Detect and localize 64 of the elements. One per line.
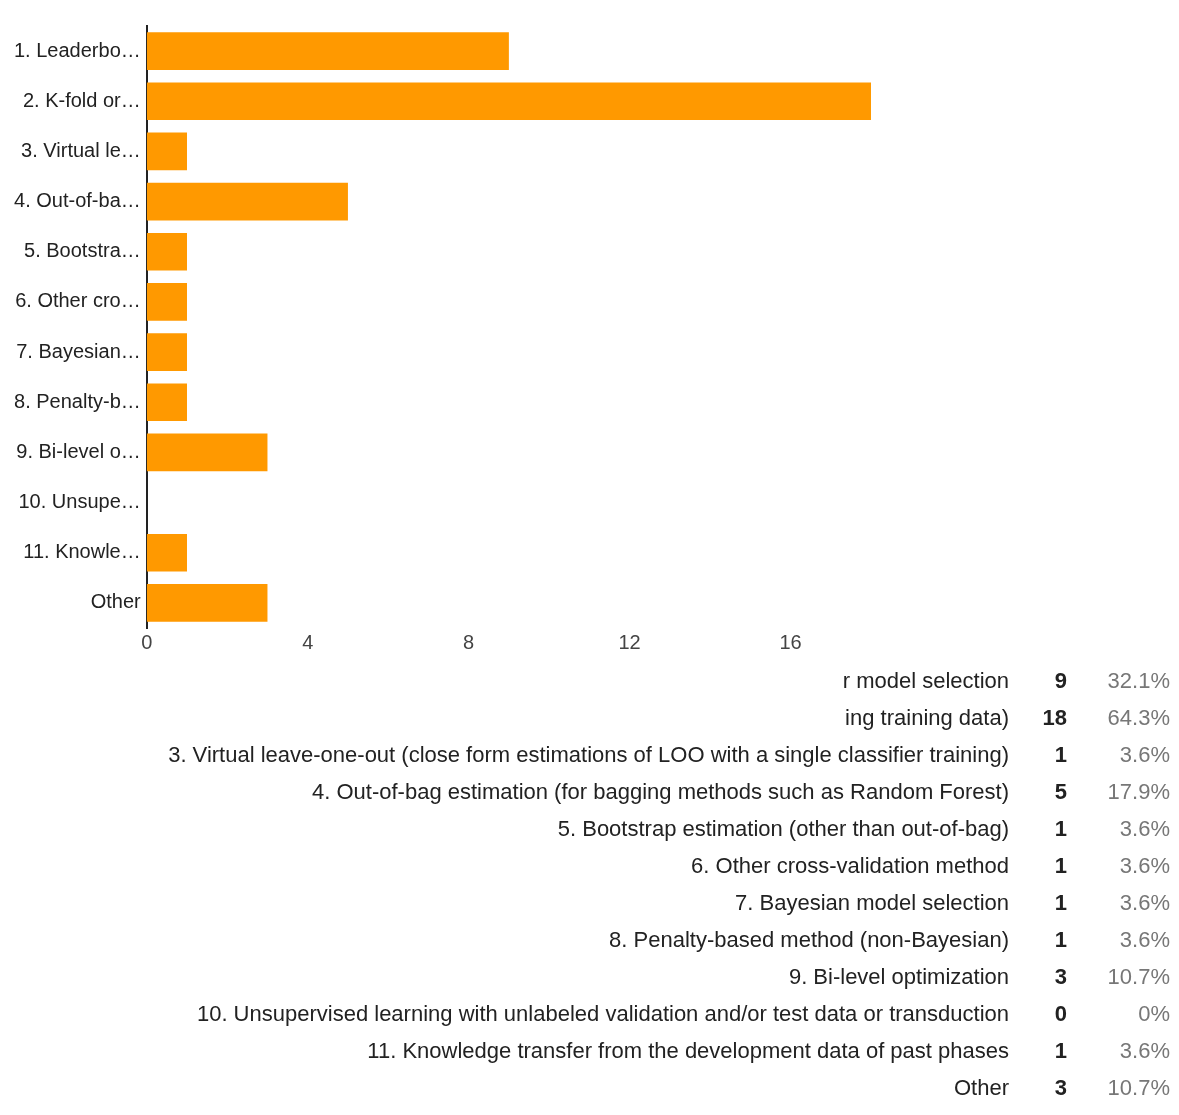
text: 5. Bootstrap estimation (other than out-of-bag): [557, 815, 1009, 841]
x-tick-label: 4: [302, 630, 314, 653]
x-tick-label: 8: [463, 630, 475, 653]
text: 0%: [1138, 1000, 1170, 1026]
bar: [146, 232, 187, 271]
y-tick-label: 5. Bootstra…: [24, 239, 141, 262]
y-tick-label: 6. Other cro…: [15, 289, 141, 312]
text: 17.9%: [1107, 778, 1170, 804]
text: 1: [1054, 741, 1067, 767]
text: 9: [1054, 667, 1067, 693]
text: 9. Bi-level optimization: [788, 963, 1009, 989]
text: Other: [953, 1074, 1009, 1100]
bar: [146, 182, 348, 221]
y-tick-label: 11. Knowle…: [23, 540, 141, 563]
x-tick-label: 16: [779, 630, 802, 653]
text: 3.6%: [1119, 852, 1170, 878]
text: 4. Out-of-bag estimation (for bagging methods such as Random Forest): [311, 778, 1009, 804]
bar: [146, 383, 187, 422]
text: 1: [1054, 1037, 1067, 1063]
y-tick-label: 9. Bi-level o…: [16, 439, 141, 462]
bar: [146, 533, 187, 572]
text: 18: [1042, 704, 1067, 730]
text: 3.6%: [1119, 926, 1170, 952]
bar: [146, 333, 187, 371]
text: 3.6%: [1119, 815, 1170, 841]
text: 3: [1054, 963, 1067, 989]
text: 1: [1054, 815, 1067, 841]
text: 10.7%: [1107, 1074, 1170, 1100]
x-tick-label: 0: [141, 630, 153, 653]
bar: [146, 82, 871, 121]
text: 64.3%: [1107, 704, 1170, 730]
bar: [146, 433, 268, 472]
bar: [146, 283, 187, 321]
text: 7. Bayesian model selection: [735, 889, 1009, 915]
bar: [146, 584, 268, 622]
text: r model selection: [842, 667, 1009, 693]
text: 0: [1054, 1000, 1067, 1026]
y-tick-label: Other: [90, 590, 142, 613]
x-tick-label: 12: [618, 630, 641, 653]
text: 32.1%: [1107, 667, 1170, 693]
y-tick-label: 7. Bayesian…: [16, 339, 141, 362]
text: 1: [1054, 926, 1067, 952]
text: 1: [1054, 852, 1067, 878]
text: 6. Other cross-validation method: [691, 852, 1009, 878]
y-tick-label: 1. Leaderbo…: [13, 38, 141, 61]
text: 8. Penalty-based method (non-Bayesian): [609, 926, 1009, 952]
text: 3.6%: [1119, 1037, 1170, 1063]
text: 3.6%: [1119, 741, 1170, 767]
text: ing training data): [845, 704, 1009, 730]
text: 1: [1054, 889, 1067, 915]
text: 3. Virtual leave-one-out (close form estimations of LOO with a single classifier training): [168, 741, 1009, 767]
text: 3.6%: [1119, 889, 1170, 915]
text: 5: [1054, 778, 1067, 804]
y-tick-label: 10. Unsupe…: [18, 490, 141, 513]
text: 10.7%: [1107, 963, 1170, 989]
y-tick-label: 2. K-fold or…: [22, 88, 141, 111]
y-tick-label: 4. Out-of-ba…: [14, 189, 141, 212]
y-tick-label: 3. Virtual le…: [21, 138, 141, 161]
bar: [146, 132, 187, 171]
text: 3: [1054, 1074, 1067, 1100]
text: 11. Knowledge transfer from the development data of past phases: [367, 1037, 1009, 1063]
y-tick-label: 8. Penalty-b…: [14, 389, 141, 412]
text: 10. Unsupervised learning with unlabeled validation and/or test data or transduction: [196, 1000, 1009, 1026]
bar: [146, 32, 509, 70]
